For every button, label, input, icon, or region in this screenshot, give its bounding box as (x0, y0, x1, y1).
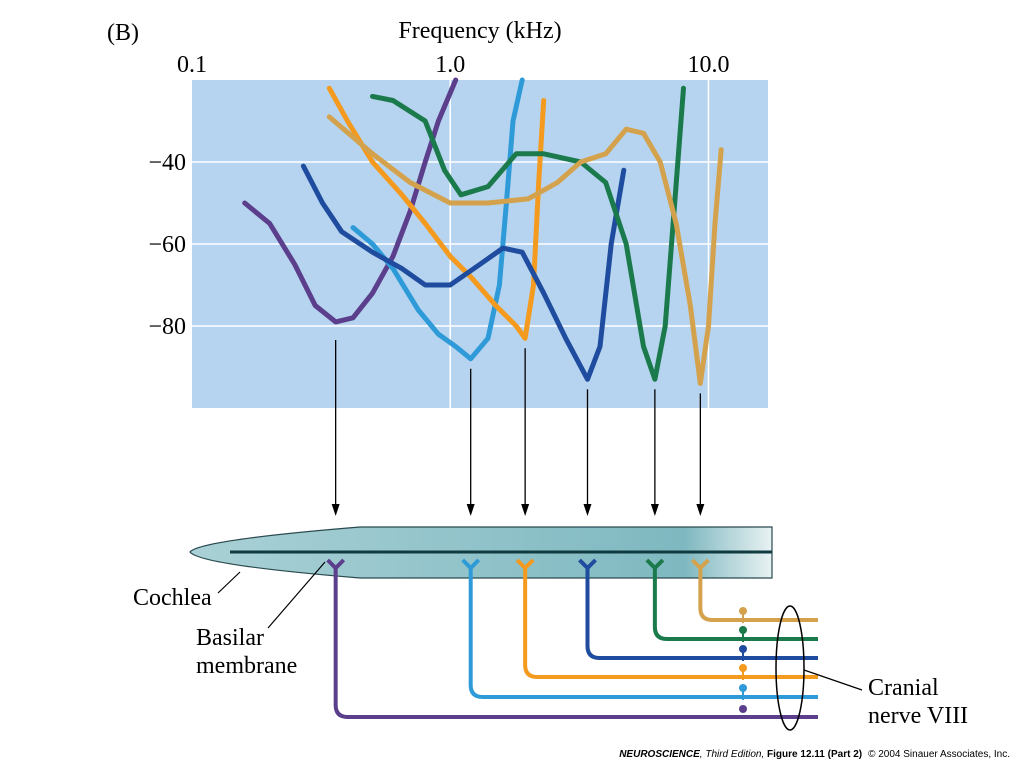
hair-cell-terminal (690, 558, 710, 571)
basilar-label: Basilar (196, 625, 264, 651)
y-tick-label: −40 (148, 150, 186, 176)
hair-cell-terminal (515, 558, 535, 571)
soma (739, 626, 747, 634)
soma (739, 645, 747, 653)
footer-figure: Figure 12.11 (Part 2) (767, 749, 862, 760)
nerve-fiber (698, 566, 818, 622)
basilar-label: membrane (196, 653, 297, 679)
arrow-head (466, 504, 475, 516)
x-tick-label: 1.0 (435, 52, 465, 78)
soma (739, 664, 747, 672)
y-tick-label: −60 (148, 232, 186, 258)
leader (803, 669, 863, 691)
leader (217, 571, 241, 594)
arrow-head (583, 504, 592, 516)
hair-cell-terminal (461, 558, 481, 571)
arrow-head (521, 504, 530, 516)
y-tick-label: −80 (148, 314, 186, 340)
footer-edition: , Third Edition, (700, 749, 767, 760)
x-tick-label: 0.1 (177, 52, 207, 78)
x-tick-label: 10.0 (687, 52, 729, 78)
arrow-head (696, 504, 705, 516)
cochlea-label: Cochlea (133, 585, 212, 611)
soma (739, 607, 747, 615)
soma (739, 705, 747, 713)
nerve-bundle (775, 605, 805, 731)
arrow-head (650, 504, 659, 516)
nerve-fiber (585, 566, 818, 660)
nerve-label: nerve VIII (868, 703, 968, 729)
nerve-fiber (333, 566, 818, 719)
tuning-curve (326, 114, 724, 386)
nerve-label: Cranial (868, 675, 939, 701)
footer-book: NEUROSCIENCE (619, 749, 700, 760)
hair-cell-terminal (645, 558, 665, 571)
arrows (331, 340, 705, 516)
arrow-head (331, 504, 340, 516)
nerve-fiber (468, 566, 818, 699)
leader (267, 561, 326, 629)
nerve-fiber (652, 566, 818, 641)
tuning-curve (300, 163, 627, 382)
footer-copyright: © 2004 Sinauer Associates, Inc. (868, 749, 1010, 760)
soma (739, 684, 747, 692)
tuning-curve (242, 77, 459, 325)
x-axis-title: Frequency (kHz) (398, 18, 561, 44)
tuning-curve (326, 85, 547, 341)
hair-cell-terminal (326, 558, 346, 571)
panel-label: (B) (107, 20, 139, 46)
hair-cell-terminal (578, 558, 597, 571)
footer: NEUROSCIENCE, Third Edition, Figure 12.1… (619, 749, 1010, 760)
nerve-fiber (523, 566, 818, 679)
tuning-curve (370, 85, 686, 382)
